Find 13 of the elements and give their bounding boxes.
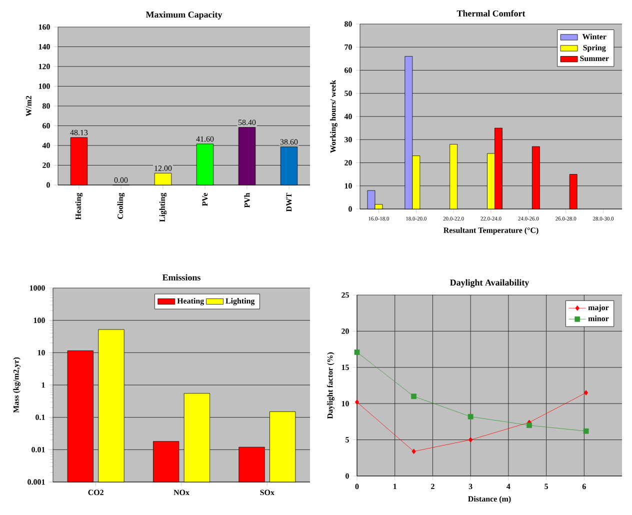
- point: [468, 437, 473, 442]
- point: [354, 399, 360, 405]
- point: [354, 350, 360, 355]
- point: [468, 414, 474, 420]
- point: [411, 394, 416, 400]
- chart-title: Maximum Capacity: [146, 11, 222, 20]
- point: [526, 422, 532, 428]
- point: [584, 390, 588, 396]
- chart-title: Emissions: [162, 274, 200, 280]
- chart-title: Thermal Comfort: [456, 10, 526, 16]
- point: [583, 428, 589, 434]
- point: [412, 448, 416, 454]
- chart-title: Daylight Availability: [450, 279, 530, 288]
